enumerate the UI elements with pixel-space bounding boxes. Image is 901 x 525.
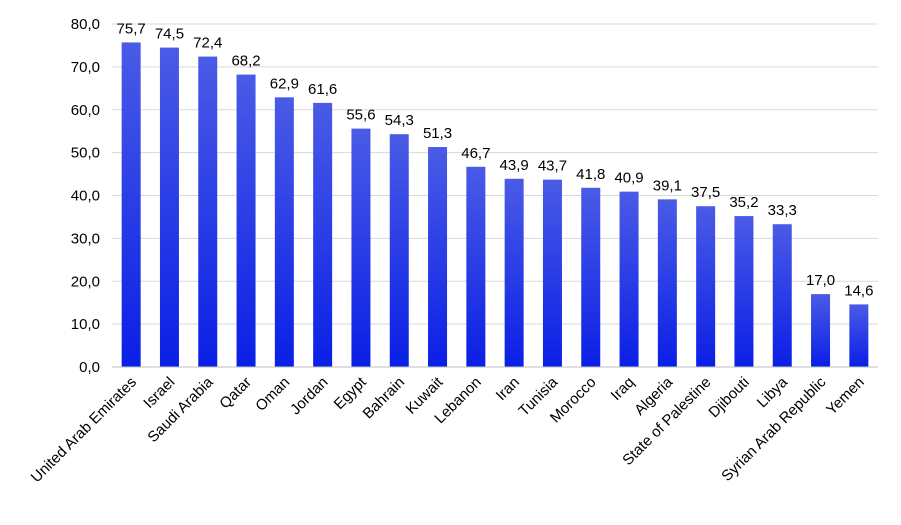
y-tick-label: 0,0 [79, 359, 100, 376]
data-label: 37,5 [691, 184, 720, 201]
bar [236, 74, 256, 367]
category-label: Oman [252, 374, 293, 415]
category-label: Bahrain [359, 374, 408, 423]
data-label: 51,3 [423, 125, 452, 142]
data-label: 43,7 [538, 158, 567, 175]
gridlines [112, 23, 878, 325]
bars [121, 42, 869, 368]
y-tick-label: 60,0 [71, 102, 100, 119]
bar [121, 42, 141, 367]
data-label: 68,2 [231, 53, 260, 70]
bar [542, 179, 562, 367]
data-label: 62,9 [270, 75, 299, 92]
data-label: 41,8 [576, 166, 605, 183]
category-label: Iraq [608, 374, 638, 404]
y-tick-label: 50,0 [71, 145, 100, 162]
y-tick-label: 10,0 [71, 316, 100, 333]
data-label: 55,6 [346, 107, 375, 124]
category-label: Qatar [216, 374, 255, 413]
y-tick-label: 30,0 [71, 230, 100, 247]
data-label: 75,7 [117, 20, 146, 37]
data-label: 74,5 [155, 26, 184, 43]
bar [428, 147, 448, 367]
data-label: 40,9 [614, 170, 643, 187]
data-label: 61,6 [308, 81, 337, 98]
y-tick-label: 70,0 [71, 59, 100, 76]
category-label: Iran [493, 374, 523, 404]
data-label: 72,4 [193, 35, 222, 52]
data-label: 43,9 [500, 157, 529, 174]
y-axis-ticks: 0,0 10,0 20,0 30,0 40,0 50,0 60,0 70,0 80,0 [71, 16, 100, 376]
bar [581, 187, 601, 367]
bar [504, 178, 524, 367]
bar [466, 166, 486, 367]
data-label: 14,6 [844, 282, 873, 299]
bar [389, 134, 409, 367]
bar [313, 102, 333, 367]
data-label: 54,3 [385, 112, 414, 129]
data-label: 39,1 [653, 177, 682, 194]
bar [849, 304, 869, 367]
y-tick-label: 40,0 [71, 188, 100, 205]
data-label: 33,3 [768, 202, 797, 219]
data-label: 35,2 [729, 194, 758, 211]
y-tick-label: 20,0 [71, 273, 100, 290]
bar [811, 294, 831, 367]
bar [772, 224, 792, 367]
bar [198, 56, 218, 368]
bar [159, 47, 179, 368]
data-labels: 75,7 74,5 72,4 68,2 62,9 61,6 55,6 54,3 51,3 46,7… [117, 20, 874, 299]
category-label: Djibouti [705, 374, 752, 421]
category-label: Jordan [287, 374, 331, 418]
category-label: United Arab Emirates [28, 374, 140, 486]
bar [734, 216, 754, 367]
bar [351, 128, 371, 367]
y-tick-label: 80,0 [71, 16, 100, 33]
data-label: 17,0 [806, 272, 835, 289]
bar [696, 206, 716, 367]
bar [619, 191, 639, 367]
category-label: Yemen [823, 374, 868, 419]
bar [274, 97, 294, 367]
data-label: 46,7 [461, 145, 490, 162]
bar [657, 199, 677, 367]
